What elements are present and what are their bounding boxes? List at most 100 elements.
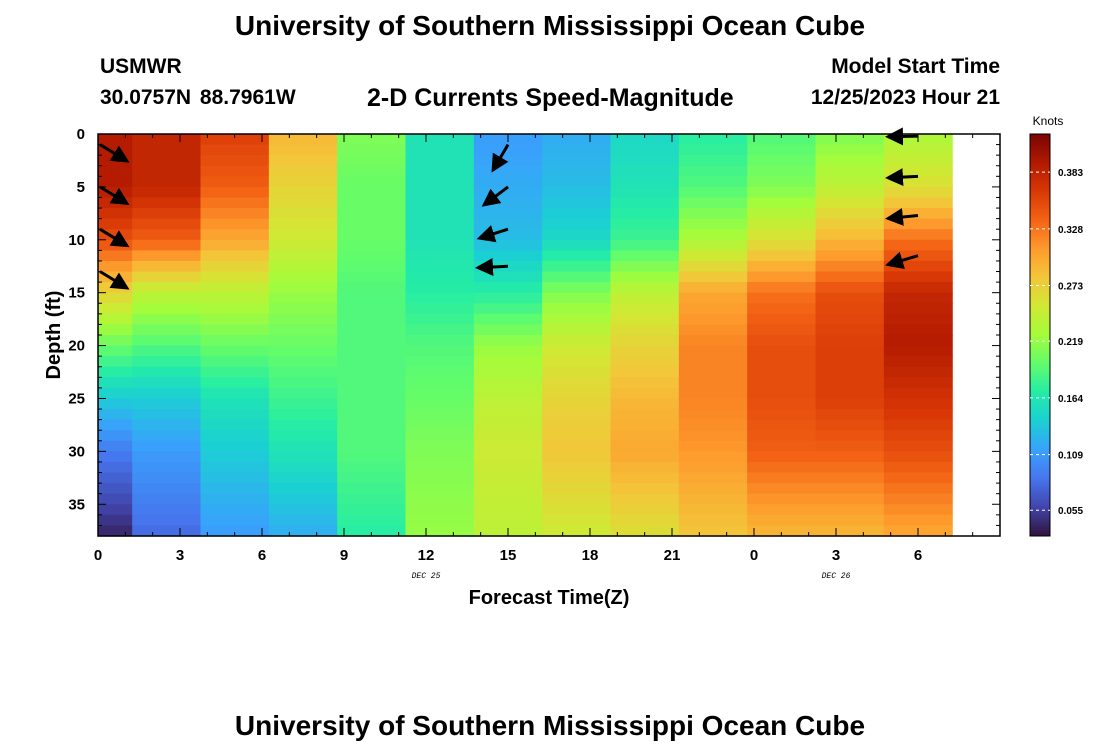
heat-cell <box>747 303 817 315</box>
heat-cell <box>473 292 543 304</box>
heat-cell <box>883 356 953 368</box>
heat-cell <box>337 472 407 484</box>
heat-cell <box>542 356 612 368</box>
heat-cell <box>610 504 680 516</box>
heat-cell <box>132 197 202 209</box>
heat-cell <box>98 419 133 431</box>
heat-cell <box>405 271 475 283</box>
y-tick-label: 25 <box>68 390 85 407</box>
heat-cell <box>268 525 338 537</box>
heat-cell <box>98 134 133 146</box>
heat-cell <box>678 430 748 442</box>
heat-cell <box>747 483 817 495</box>
heat-cell <box>268 271 338 283</box>
heat-cell <box>610 303 680 315</box>
heat-cell <box>815 271 885 283</box>
heat-cell <box>337 387 407 400</box>
footer-title: University of Southern Mississippi Ocean… <box>234 710 866 741</box>
heat-cell <box>883 208 953 220</box>
heat-cell <box>268 155 338 167</box>
heat-cell <box>815 165 885 177</box>
heat-cell <box>98 239 133 251</box>
heat-cell <box>542 483 612 495</box>
heat-cell <box>337 377 407 389</box>
heat-cell <box>200 377 270 389</box>
heat-cell <box>815 292 885 304</box>
heat-cell <box>268 165 338 177</box>
heat-cell <box>337 335 407 347</box>
heat-cell <box>747 451 817 463</box>
heat-cell <box>405 197 475 209</box>
x-tick-label: 21 <box>664 547 681 564</box>
heat-cell <box>473 356 543 368</box>
heat-cell <box>678 525 748 537</box>
heat-cell <box>473 282 543 294</box>
current-vector <box>99 185 130 205</box>
heat-cell <box>132 504 202 516</box>
heat-cell <box>405 440 475 452</box>
heat-cell <box>473 409 543 421</box>
heat-cell <box>610 472 680 484</box>
heat-cell <box>268 313 338 326</box>
heat-cell <box>542 324 612 336</box>
colorbar-tick-label: 0.328 <box>1058 225 1083 236</box>
heat-cell <box>405 239 475 251</box>
heat-cell <box>337 483 407 495</box>
heat-cell <box>815 176 885 188</box>
heat-cell <box>473 504 543 516</box>
heat-cell <box>815 186 885 199</box>
heat-cell <box>883 387 953 400</box>
heat-cell <box>678 186 748 199</box>
heat-cell <box>200 197 270 209</box>
heat-cell <box>337 419 407 431</box>
colorbar: Knots 0.055 0.109 0.164 0.219 0.273 0.328 0.38… <box>1029 114 1083 537</box>
heat-cell <box>678 335 748 347</box>
heat-cell <box>883 366 953 378</box>
heat-cell <box>405 409 475 421</box>
heat-cell <box>542 366 612 378</box>
heat-cell <box>678 282 748 294</box>
heat-cell <box>268 292 338 304</box>
heat-cell <box>200 324 270 336</box>
heat-cell <box>747 324 817 336</box>
heat-cell <box>337 271 407 283</box>
heat-cell <box>405 483 475 495</box>
date-label: DEC 26 <box>822 572 851 581</box>
x-axis-label: Forecast Time(Z) <box>469 587 630 609</box>
heat-cell <box>132 483 202 495</box>
heat-cell <box>132 451 202 463</box>
heat-cell <box>268 208 338 220</box>
heat-cell <box>268 440 338 452</box>
heat-cell <box>883 144 953 156</box>
heat-cell <box>747 430 817 442</box>
heat-cell <box>542 472 612 484</box>
heat-cell <box>678 144 748 156</box>
heat-cell <box>542 409 612 421</box>
heat-cell <box>473 377 543 389</box>
heat-cell <box>815 461 885 474</box>
heat-cell <box>542 134 612 146</box>
heat-cell <box>678 271 748 283</box>
heat-cell <box>132 313 202 326</box>
heat-cell <box>747 165 817 177</box>
x-tick-label: 3 <box>832 547 840 564</box>
heat-cell <box>132 250 202 262</box>
heat-cell <box>268 514 338 527</box>
heat-cell <box>542 398 612 410</box>
heat-cell <box>473 218 543 230</box>
heat-cell <box>200 514 270 527</box>
heat-cell <box>200 218 270 230</box>
heat-cell <box>132 335 202 347</box>
heat-cell <box>610 409 680 421</box>
heat-cell <box>747 356 817 368</box>
heat-cell <box>747 387 817 400</box>
heat-cell <box>542 165 612 177</box>
heat-cell <box>883 271 953 283</box>
heat-cell <box>98 483 133 495</box>
heat-cell <box>678 239 748 251</box>
heat-cell <box>98 440 133 452</box>
heat-cell <box>98 377 133 389</box>
heat-cell <box>883 155 953 167</box>
heat-cell <box>132 398 202 410</box>
heat-cell <box>98 176 133 188</box>
